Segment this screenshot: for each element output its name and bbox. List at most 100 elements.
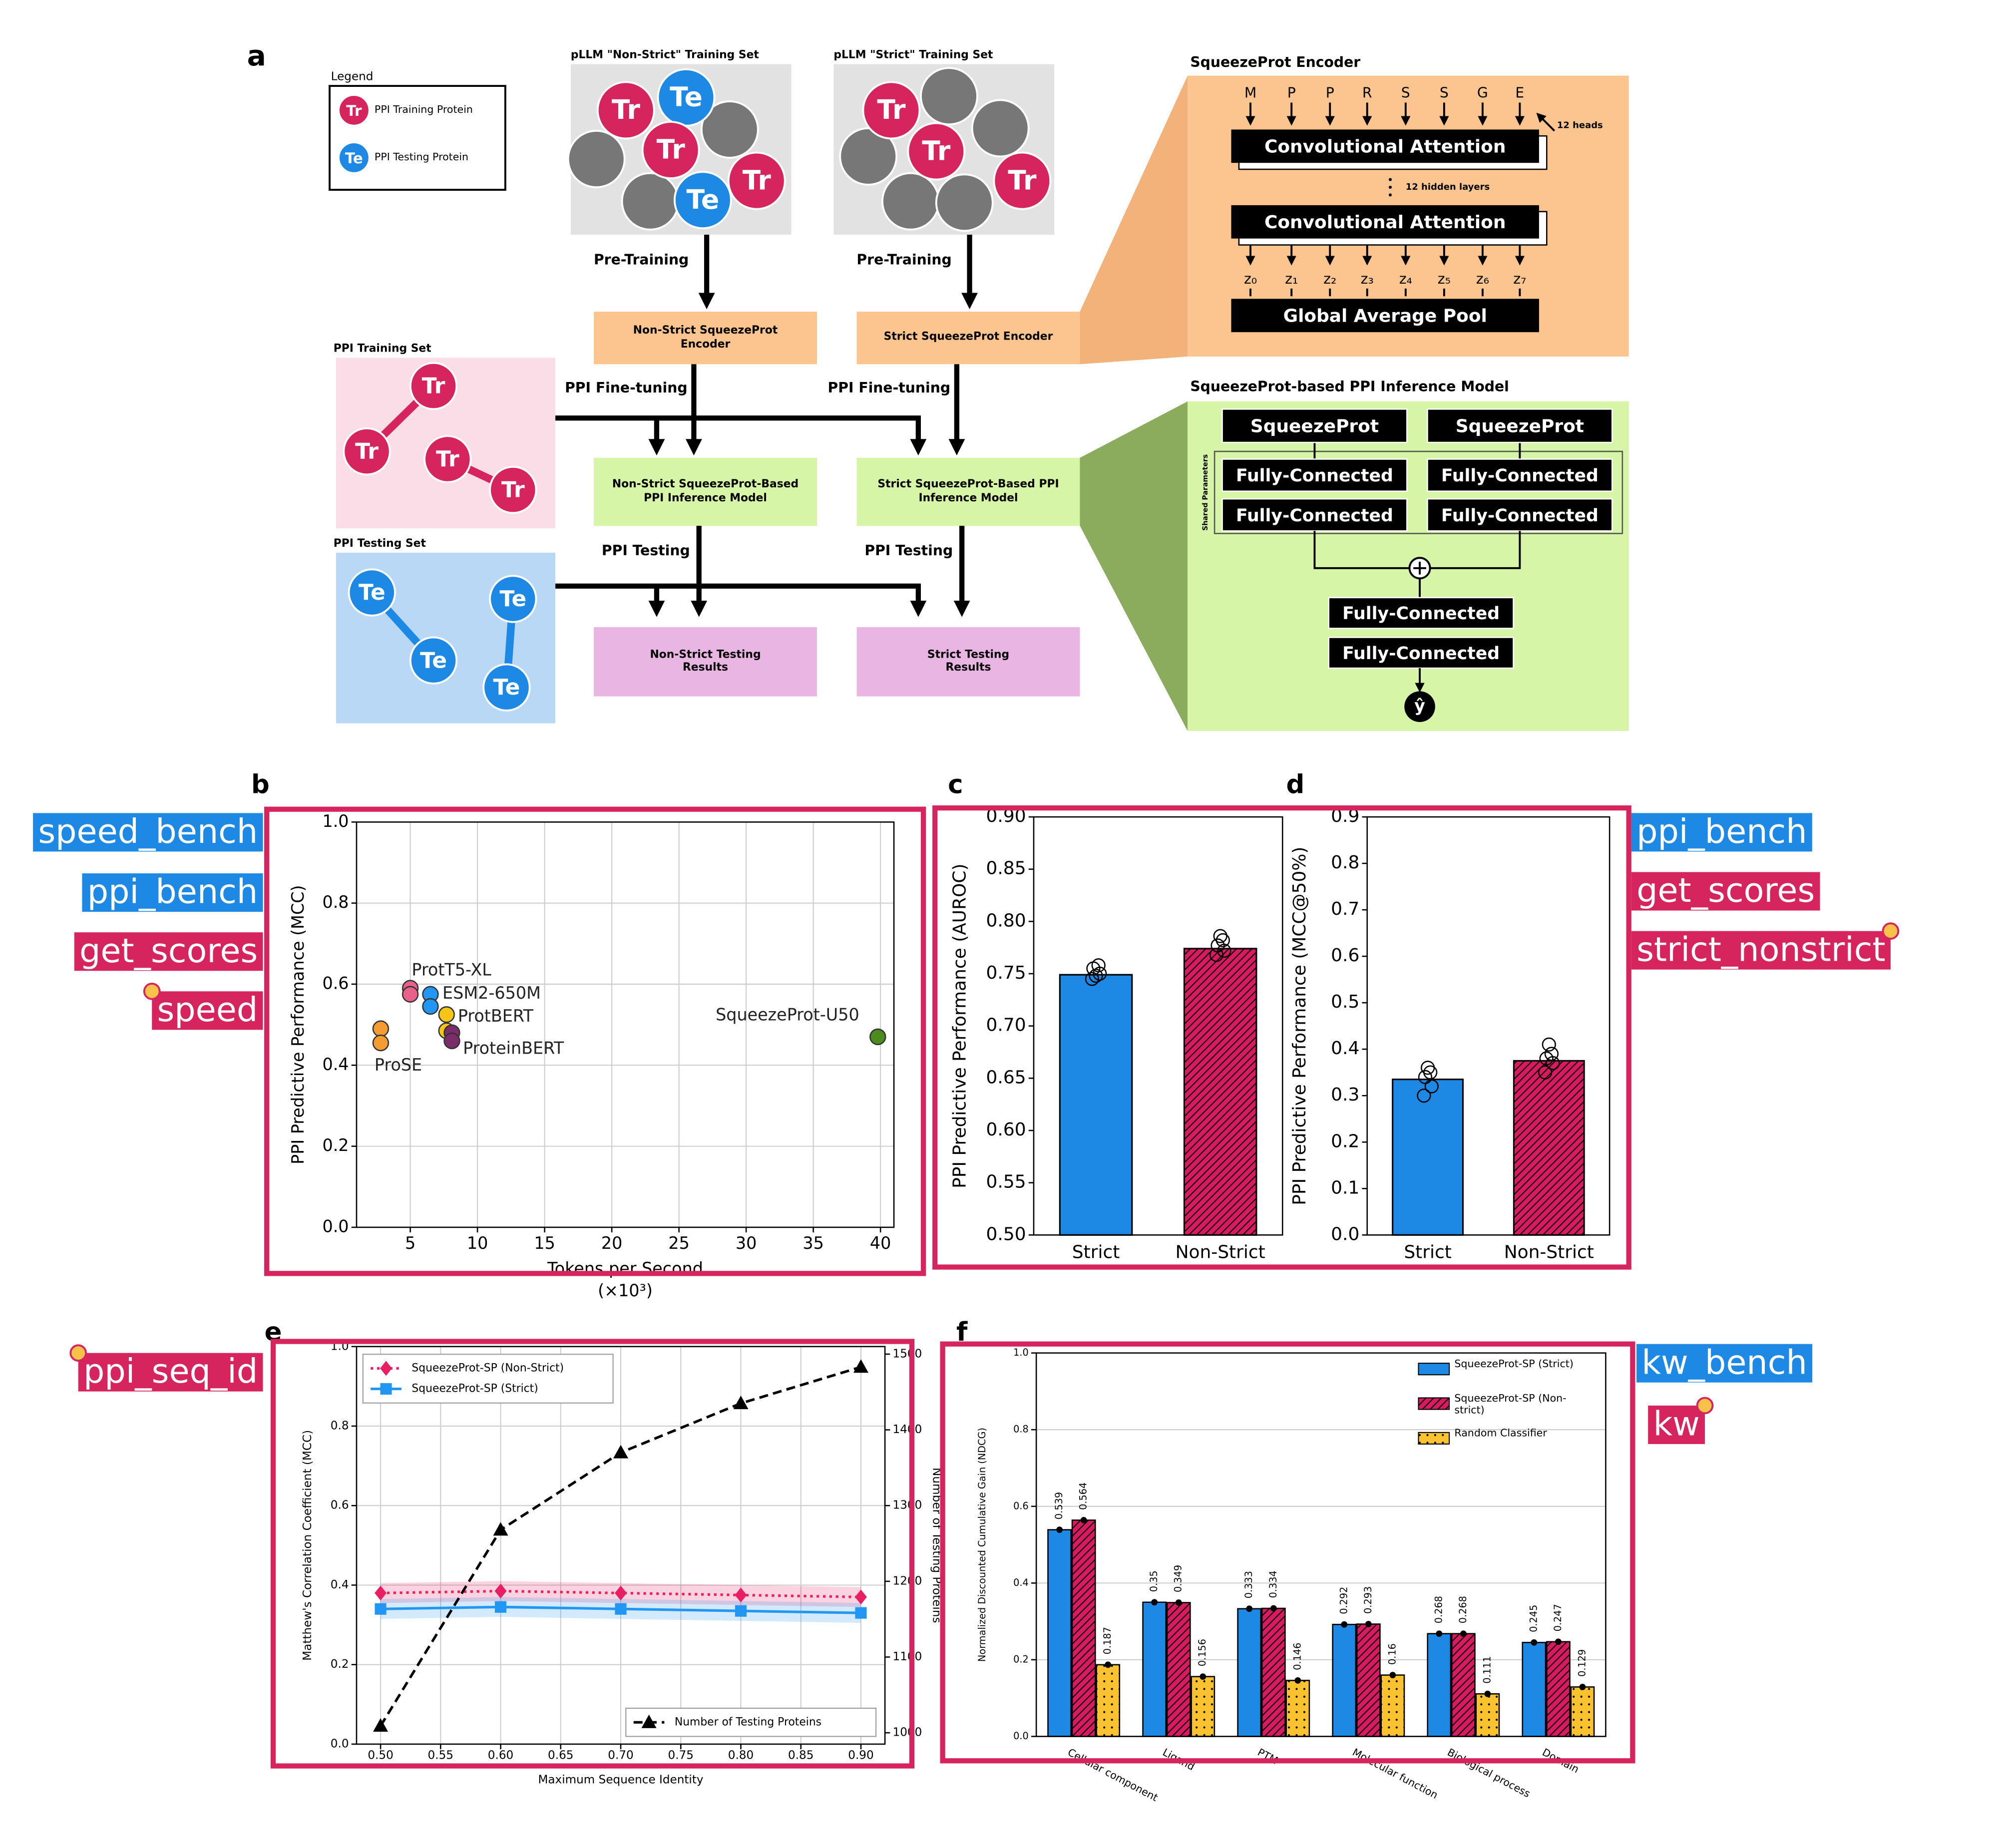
model-box [594, 457, 817, 526]
marker [733, 1396, 749, 1410]
y2-tick-label: 1400 [892, 1423, 922, 1436]
x-tick-label: 10 [467, 1233, 488, 1253]
run-point [1539, 1051, 1554, 1066]
token: R [1362, 84, 1372, 101]
bar-dot [1151, 1599, 1158, 1606]
point-label: SqueezeProt-U50 [716, 1005, 859, 1025]
encoder-label: Non-Strict SqueezeProt Encoder [633, 325, 778, 351]
shared-label: Shared Parameters [1202, 454, 1209, 531]
tag-label: ppi_bench [1636, 812, 1807, 851]
bar [1427, 1633, 1452, 1737]
run-point [1091, 958, 1106, 973]
bar [1513, 1060, 1585, 1236]
protein-label: Tr [1008, 164, 1037, 196]
protein-label: Te [345, 150, 363, 167]
bar-dot [1389, 1672, 1396, 1679]
layer-label: Fully-Connected [1342, 604, 1500, 624]
bar [1047, 1529, 1072, 1737]
model-label-box: Non-Strict SqueezeProt-Based PPI Inferen… [612, 479, 799, 505]
encoder-title: SqueezeProt Encoder [1190, 54, 1360, 70]
y-tick-label: 0.70 [986, 1015, 1026, 1036]
output-node [1404, 691, 1435, 722]
bar-dot [1579, 1684, 1586, 1690]
model-box [856, 457, 1080, 526]
bar [1522, 1642, 1547, 1737]
y-axis-label: PPI Predictive Performance (MCC) [288, 885, 308, 1164]
x-tick-label: 25 [668, 1233, 689, 1253]
layer-label: Fully-Connected [1342, 644, 1500, 664]
y-tick-label: 0.6 [1331, 945, 1359, 966]
layer-label: Fully-Connected [1236, 506, 1393, 526]
run-point [1417, 1089, 1431, 1103]
embedding: z₆ [1476, 271, 1489, 287]
y-axis-label: Matthew's Correlation Coefficient (MCC) [301, 1430, 314, 1661]
y2-tick-label: 1300 [892, 1499, 922, 1512]
layers-label: 12 hidden layers [1406, 182, 1490, 192]
value-label: 0.292 [1338, 1587, 1349, 1614]
embedding: z₃ [1361, 271, 1374, 287]
marker [615, 1585, 627, 1601]
protein-label: Te [359, 580, 386, 605]
value-label: 0.334 [1267, 1570, 1279, 1598]
attention-label: Convolutional Attention [1264, 212, 1506, 233]
protein [489, 575, 537, 623]
tag-background [1648, 1405, 1705, 1444]
bar-dot [1555, 1638, 1562, 1645]
step-label-box: PPI Testing [864, 543, 953, 560]
tag-background [74, 932, 263, 971]
x-tick-label: 0.50 [368, 1749, 393, 1762]
y-tick-label: 0.85 [986, 858, 1026, 879]
encoder-label: Strict SqueezeProt Encoder [883, 331, 1053, 345]
tag-background [1631, 931, 1891, 970]
run-point [1089, 969, 1103, 983]
x-tick-label: 5 [405, 1233, 415, 1253]
legend-label-box: SqueezeProt-SP (Strict) [1454, 1358, 1573, 1370]
bar [1059, 974, 1133, 1236]
step-label: PPI Testing [864, 543, 953, 560]
legend-label: SqueezeProt-SP (Non-strict) [1454, 1393, 1567, 1416]
embedding: z₅ [1438, 271, 1451, 287]
legend-swatch [1418, 1363, 1450, 1376]
x-tick-label: 0.60 [488, 1749, 513, 1762]
connectors [555, 415, 927, 617]
protein [993, 151, 1052, 210]
x-axis-unit: (×10³) [598, 1281, 653, 1300]
bar [1096, 1664, 1121, 1737]
step-label-box: PPI Fine-tuning [828, 380, 951, 396]
protein [907, 122, 966, 181]
output-label: ŷ [1414, 696, 1425, 716]
value-label: 0.245 [1528, 1605, 1539, 1632]
point [443, 1032, 460, 1050]
marker [375, 1585, 387, 1601]
highlight-box [940, 1341, 1635, 1764]
y2-tick-label: 1100 [892, 1650, 922, 1663]
legend-label: PPI Testing Protein [374, 151, 469, 163]
y-tick-label: 0.3 [1331, 1085, 1359, 1105]
tag-background [82, 873, 263, 912]
tag-label: ppi_bench [87, 872, 258, 911]
point-label: ProtT5-XL [411, 960, 491, 980]
highlight-boxes [264, 805, 1635, 1769]
legend-swatch [1418, 1397, 1450, 1410]
y-tick-label: 0.6 [322, 973, 349, 993]
point [869, 1028, 886, 1046]
bar [1285, 1680, 1310, 1737]
layer-box [1328, 637, 1514, 669]
point [372, 1034, 390, 1052]
embedding: z₀ [1244, 271, 1257, 287]
ellipsis-dot [1388, 193, 1392, 197]
ppi-set-title: PPI Testing Set [334, 537, 426, 550]
embedding: z₇ [1513, 271, 1526, 287]
protein [423, 435, 472, 483]
y-tick-label: 0.5 [1331, 992, 1359, 1012]
token: P [1326, 84, 1334, 101]
model-label: Strict SqueezeProt-Based PPI Inference M… [877, 478, 1059, 505]
y2-tick-label: 1000 [892, 1726, 922, 1739]
protein [338, 141, 371, 174]
y-tick-label: 0.50 [986, 1224, 1026, 1244]
training-flow [555, 415, 927, 456]
y-tick-label: 0.4 [322, 1055, 349, 1074]
y-axis-label: PPI Predictive Performance (MCC@50%) [1289, 847, 1310, 1205]
x-tick-label: Strict [1072, 1242, 1120, 1262]
run-point [1420, 1061, 1435, 1075]
